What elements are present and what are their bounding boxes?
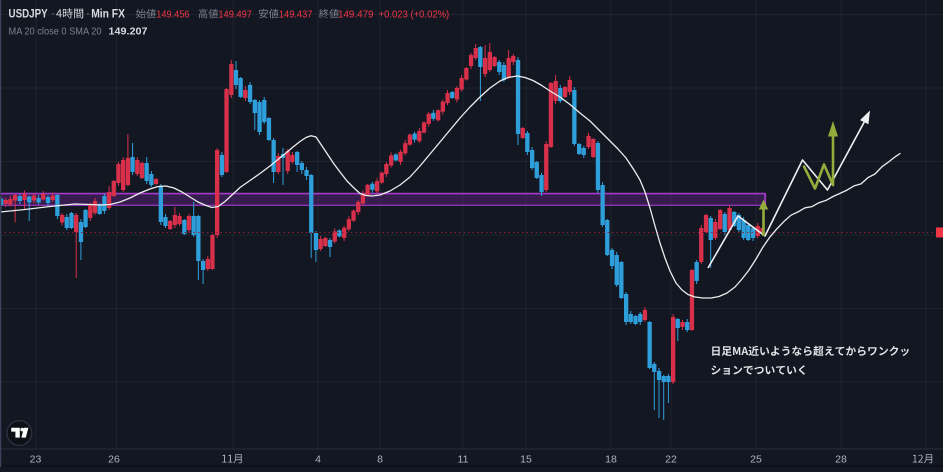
svg-text:·: ·: [51, 6, 55, 20]
svg-text:USDJPY: USDJPY: [9, 9, 48, 21]
svg-text:25: 25: [750, 454, 762, 466]
svg-text:8: 8: [377, 454, 383, 466]
svg-text:11: 11: [458, 454, 469, 466]
svg-text:149.207: 149.207: [109, 26, 148, 38]
svg-text:MA 20 close 0 SMA 20: MA 20 close 0 SMA 20: [9, 26, 102, 38]
svg-text:149.479: 149.479: [338, 9, 374, 21]
svg-text:22: 22: [665, 454, 677, 466]
svg-text:26: 26: [108, 454, 120, 466]
svg-text:149.437: 149.437: [279, 9, 313, 21]
svg-text:4: 4: [315, 454, 321, 466]
svg-text:149.456: 149.456: [156, 9, 189, 21]
svg-text:Min FX: Min FX: [91, 9, 125, 21]
svg-text:·: ·: [86, 6, 90, 20]
svg-text:+0.023 (+0.02%): +0.023 (+0.02%): [379, 9, 450, 21]
svg-text:15: 15: [520, 454, 532, 466]
svg-text:23: 23: [30, 454, 42, 466]
svg-text:18: 18: [605, 454, 617, 466]
svg-text:149.497: 149.497: [218, 9, 252, 21]
svg-text:28: 28: [835, 454, 847, 466]
